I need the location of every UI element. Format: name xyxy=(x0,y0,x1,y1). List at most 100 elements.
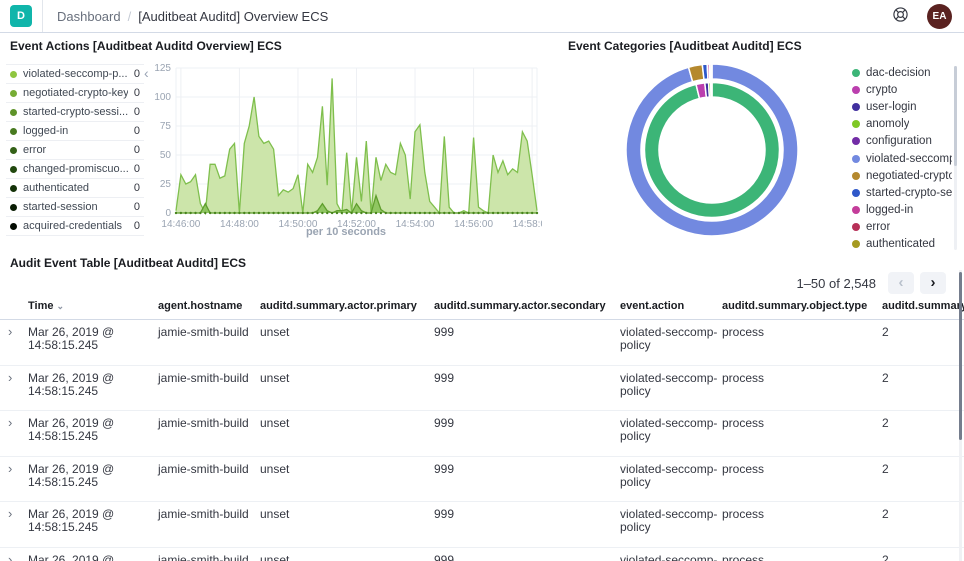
donut-segment[interactable] xyxy=(709,81,713,98)
legend-item[interactable]: crypto xyxy=(852,81,952,98)
data-point-marker xyxy=(355,211,358,215)
legend-item[interactable]: violated-seccomp... xyxy=(852,150,952,167)
event-actions-area-chart[interactable]: 0 25 50 75 100 125 14:46:00 14:48:00 14:50:00 14:… xyxy=(150,60,542,232)
legend-item[interactable]: authenticated 0 xyxy=(6,179,144,198)
table-column-header[interactable]: Time ⌄ xyxy=(28,300,65,312)
legend-series-label: acquired-credentials xyxy=(23,220,123,232)
legend-item[interactable]: started-crypto-sessi... 0 xyxy=(6,103,144,122)
table-column-header[interactable]: agent.hostname xyxy=(158,300,243,312)
legend-item[interactable]: dac-decision xyxy=(852,64,952,81)
legend-item[interactable]: changed-promiscuo... 0 xyxy=(6,160,144,179)
legend-series-dot xyxy=(10,165,17,173)
legend-item[interactable]: error xyxy=(852,219,952,236)
event-categories-legend: dac-decision crypto user-login anomoly confi… xyxy=(852,64,952,253)
app-logo[interactable]: D xyxy=(10,5,32,27)
table-column-header[interactable]: auditd.summary.object.type xyxy=(722,300,868,312)
donut-segment[interactable] xyxy=(625,63,799,237)
table-column-header[interactable]: auditd.summary xyxy=(882,300,964,312)
legend-item[interactable]: configuration xyxy=(852,133,952,150)
pagination-range-label: 1–50 of 2,548 xyxy=(796,275,876,291)
row-expand-button[interactable]: › xyxy=(8,553,28,561)
legend-category-label: authenticated xyxy=(866,238,936,251)
cell-actor-primary: unset xyxy=(260,416,290,430)
data-point-marker xyxy=(530,211,534,215)
data-point-marker xyxy=(404,211,407,215)
chevron-right-icon: › xyxy=(8,415,13,430)
cell-actor-secondary: 999 xyxy=(434,370,455,385)
help-menu-button[interactable] xyxy=(887,3,913,29)
data-point-marker xyxy=(301,211,305,215)
legend-item[interactable]: authenticated xyxy=(852,236,952,253)
data-point-marker xyxy=(238,211,241,215)
data-point-marker xyxy=(369,211,373,215)
legend-item[interactable]: started-session 0 xyxy=(6,198,144,217)
data-point-marker xyxy=(326,211,329,215)
data-point-marker xyxy=(282,211,285,215)
breadcrumb-dashboard-link[interactable]: Dashboard xyxy=(57,8,121,24)
legend-series-value: 0 xyxy=(133,201,140,213)
table-column-header[interactable]: event.action xyxy=(620,300,685,312)
row-expand-button[interactable]: › xyxy=(8,462,28,476)
legend-series-label: error xyxy=(23,144,47,156)
cell-event-action: violated-seccomp-policy xyxy=(620,461,718,489)
legend-scrollbar-thumb[interactable] xyxy=(954,66,957,166)
legend-category-dot xyxy=(852,85,860,94)
data-point-marker xyxy=(472,211,475,215)
legend-category-dot xyxy=(852,206,860,215)
pagination-prev-button[interactable]: ‹ xyxy=(888,272,914,294)
user-avatar[interactable]: EA xyxy=(927,3,952,29)
x-axis-tick-label: 14:46:00 xyxy=(161,219,200,230)
x-axis-tick-label: 14:48:00 xyxy=(220,219,259,230)
legend-item[interactable]: started-crypto-se... xyxy=(852,184,952,201)
legend-item[interactable]: logged-in 0 xyxy=(6,122,144,141)
chevron-right-icon: › xyxy=(8,369,13,385)
y-axis-tick-label: 75 xyxy=(160,121,172,132)
legend-item[interactable]: acquired-credentials 0 xyxy=(6,217,144,236)
legend-series-value: 0 xyxy=(133,220,140,232)
breadcrumb-separator: / xyxy=(127,8,132,24)
legend-category-label: error xyxy=(866,221,891,234)
table-column-header[interactable]: auditd.summary.actor.primary xyxy=(260,300,417,312)
cell-event-action: violated-seccomp-policy xyxy=(620,370,718,398)
legend-scrollbar[interactable] xyxy=(954,66,957,250)
row-expand-button[interactable]: › xyxy=(8,507,28,521)
data-point-marker xyxy=(535,211,539,215)
legend-item[interactable]: logged-in xyxy=(852,202,952,219)
table-scrollbar-thumb[interactable] xyxy=(958,272,962,440)
chevron-right-icon: › xyxy=(930,273,936,291)
row-expand-button[interactable]: › xyxy=(8,325,28,339)
help-ring-icon xyxy=(892,6,909,26)
cell-auditd-summary: 2 xyxy=(882,325,889,339)
donut-segment[interactable] xyxy=(643,81,781,219)
donut-segment[interactable] xyxy=(710,63,713,80)
legend-item[interactable]: error 0 xyxy=(6,141,144,160)
event-actions-legend: violated-seccomp-p... 0 negotiated-crypto-… xyxy=(6,64,144,236)
legend-item[interactable]: user-login xyxy=(852,98,952,115)
legend-item[interactable]: violated-seccomp-p... 0 xyxy=(6,65,144,84)
data-point-marker xyxy=(379,211,383,215)
legend-series-value: 0 xyxy=(133,144,140,156)
data-point-marker xyxy=(496,211,500,215)
legend-series-label: started-crypto-sessi... xyxy=(23,106,128,118)
row-expand-button[interactable]: › xyxy=(8,369,28,385)
panel-title-event-actions: Event Actions [Auditbeat Auditd Overview… xyxy=(10,39,282,53)
data-point-marker xyxy=(467,211,470,215)
table-column-header[interactable]: auditd.summary.actor.secondary xyxy=(434,300,606,312)
legend-item[interactable]: negotiated-crypto-key 0 xyxy=(6,84,144,103)
cell-actor-secondary: 999 xyxy=(434,507,455,521)
data-point-marker xyxy=(233,211,236,215)
legend-item[interactable]: anomoly xyxy=(852,116,952,133)
row-expand-button[interactable]: › xyxy=(8,415,28,430)
legend-category-dot xyxy=(852,137,860,146)
panel-title-audit-table: Audit Event Table [Auditbeat Auditd] ECS xyxy=(10,256,246,270)
data-point-marker xyxy=(521,211,524,215)
legend-item[interactable]: negotiated-crypto... xyxy=(852,167,952,184)
data-point-marker xyxy=(257,211,261,215)
legend-series-label: negotiated-crypto-key xyxy=(23,87,128,99)
data-point-marker xyxy=(516,211,519,215)
pagination-next-button[interactable]: › xyxy=(920,272,946,294)
x-axis-tick-label: 14:52:00 xyxy=(337,219,376,230)
legend-collapse-button[interactable]: ‹ xyxy=(144,65,149,81)
table-scrollbar[interactable] xyxy=(958,270,962,561)
legend-category-label: user-login xyxy=(866,100,917,113)
